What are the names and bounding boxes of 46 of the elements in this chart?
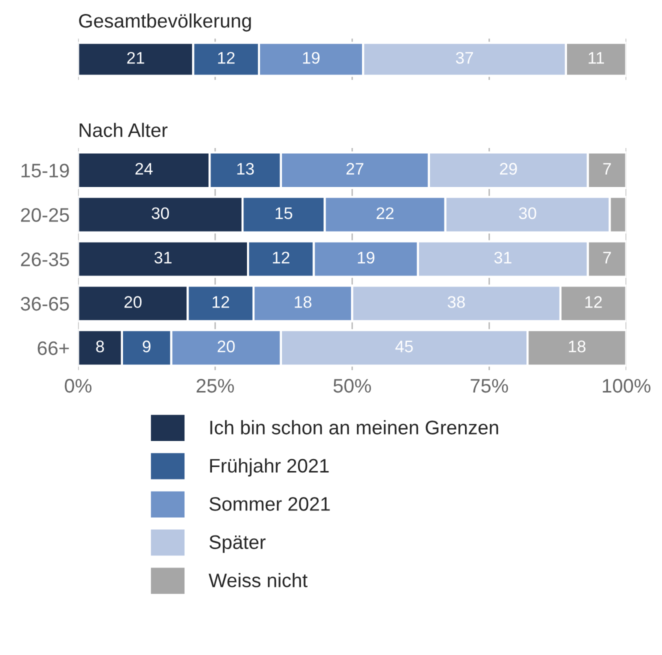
- chart-title: Nach Alter: [80, 122, 168, 138]
- data-label: 20: [218, 340, 235, 352]
- data-label: 18: [568, 340, 586, 352]
- x-tick-label: 100%: [602, 378, 650, 393]
- data-label: 7: [603, 163, 611, 175]
- x-tick-label: 75%: [470, 379, 508, 393]
- legend-label: Frühjahr 2021: [210, 458, 329, 476]
- data-label: 31: [154, 252, 172, 264]
- data-label: 21: [127, 52, 144, 64]
- data-label: 12: [212, 296, 230, 308]
- data-label: 31: [494, 252, 512, 264]
- x-tick-label: 25%: [196, 378, 234, 393]
- y-tick-label: 26-35: [21, 252, 69, 266]
- data-label: 12: [585, 296, 602, 308]
- chart-title: Gesamtbevölkerung: [79, 13, 251, 32]
- data-label: 12: [218, 52, 235, 64]
- data-label: 45: [395, 340, 413, 352]
- data-label: 30: [152, 207, 169, 220]
- y-tick-label: 66+: [38, 341, 69, 356]
- data-label: 15: [276, 207, 292, 220]
- data-label: 19: [358, 252, 374, 264]
- y-tick-label: 20-25: [21, 208, 69, 222]
- data-label: 30: [518, 207, 536, 220]
- data-label: 37: [456, 52, 473, 64]
- data-label: 8: [96, 340, 104, 352]
- data-label: 13: [237, 162, 254, 175]
- y-tick-label: 36-65: [20, 296, 69, 311]
- data-label: 38: [448, 296, 465, 308]
- data-label: 18: [294, 296, 312, 308]
- data-label: 12: [272, 252, 290, 264]
- data-label: 29: [500, 162, 517, 175]
- x-tick-label: 0%: [64, 378, 92, 393]
- data-label: 19: [303, 52, 320, 64]
- legend-label: Ich bin schon an meinen Grenzen: [210, 420, 498, 434]
- data-label: 22: [376, 207, 394, 219]
- legend-label: Später: [209, 535, 266, 553]
- data-label: 11: [588, 52, 604, 64]
- data-label: 20: [124, 296, 142, 308]
- legend-label: Sommer 2021: [209, 497, 330, 511]
- data-label: 9: [142, 340, 150, 352]
- data-label: 24: [135, 162, 153, 175]
- data-label: 7: [603, 252, 611, 264]
- x-tick-label: 50%: [334, 378, 371, 393]
- legend-label: Weiss nicht: [208, 572, 308, 588]
- data-label: 27: [346, 162, 364, 175]
- y-tick-label: 15-19: [22, 164, 69, 178]
